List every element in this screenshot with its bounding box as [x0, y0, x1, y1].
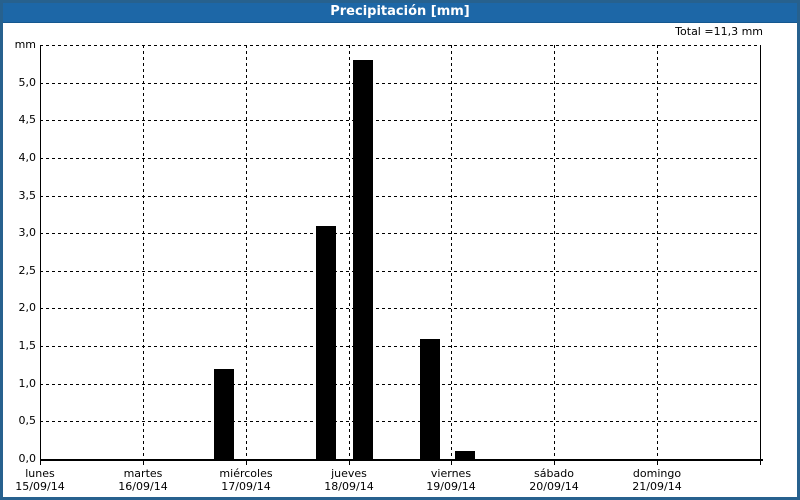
precipitation-bar	[353, 60, 373, 459]
y-tick-label: 4,0	[18, 151, 37, 164]
day-date-label: 17/09/14	[221, 480, 271, 493]
day-label: viernes 19/09/14	[391, 467, 511, 493]
day-weekday-label: domingo	[632, 467, 682, 480]
y-gridline	[40, 83, 760, 84]
x-axis-line	[40, 459, 763, 461]
total-precipitation-label: Total =11,3 mm	[675, 25, 763, 38]
y-tick-label: 3,5	[18, 189, 37, 202]
day-label: martes 16/09/14	[83, 467, 203, 493]
y-gridline	[40, 308, 760, 309]
y-axis-line	[40, 45, 41, 463]
day-label: lunes 15/09/14	[0, 467, 100, 493]
y-gridline	[40, 346, 760, 347]
y-tick-label: 0,5	[18, 414, 37, 427]
y-gridline	[40, 271, 760, 272]
y-tick-label: 2,0	[18, 301, 37, 314]
y-tick-label: 1,0	[18, 377, 37, 390]
y-gridline	[40, 45, 760, 46]
y-gridline	[40, 421, 760, 422]
plot-right-border	[760, 45, 761, 459]
y-gridline	[40, 158, 760, 159]
x-gridline	[246, 45, 247, 459]
day-weekday-label: lunes	[25, 467, 55, 480]
x-tick	[451, 461, 452, 465]
precipitation-bar	[455, 451, 475, 459]
day-label: miércoles 17/09/14	[186, 467, 306, 493]
day-date-label: 15/09/14	[15, 480, 65, 493]
x-tick	[554, 461, 555, 465]
y-tick-label: 4,5	[18, 113, 37, 126]
y-gridline	[40, 120, 760, 121]
x-tick	[657, 461, 658, 465]
x-gridline	[349, 45, 350, 459]
x-tick	[40, 461, 41, 465]
day-date-label: 20/09/14	[529, 480, 579, 493]
x-gridline	[657, 45, 658, 459]
y-tick-label: 2,5	[18, 264, 37, 277]
day-weekday-label: sábado	[534, 467, 574, 480]
day-date-label: 21/09/14	[632, 480, 682, 493]
y-gridline	[40, 196, 760, 197]
day-date-label: 18/09/14	[324, 480, 374, 493]
y-tick-label: 1,5	[18, 339, 37, 352]
day-date-label: 16/09/14	[118, 480, 168, 493]
x-tick	[246, 461, 247, 465]
y-tick-label: 5,0	[18, 76, 37, 89]
y-tick-label: 0,0	[18, 452, 37, 465]
day-label: domingo 21/09/14	[597, 467, 717, 493]
chart-title-bar: Precipitación [mm]	[0, 0, 800, 23]
x-tick	[143, 461, 144, 465]
precipitation-bar	[214, 369, 234, 459]
precipitation-bar	[316, 226, 336, 459]
day-weekday-label: martes	[123, 467, 163, 480]
day-label: sábado 20/09/14	[494, 467, 614, 493]
day-weekday-label: jueves	[331, 467, 367, 480]
y-gridline	[40, 233, 760, 234]
x-tick	[760, 461, 761, 465]
x-gridline	[143, 45, 144, 459]
precipitation-bar	[420, 339, 440, 459]
day-weekday-label: miércoles	[219, 467, 273, 480]
x-gridline	[451, 45, 452, 459]
x-gridline	[554, 45, 555, 459]
day-weekday-label: viernes	[430, 467, 472, 480]
y-gridline	[40, 384, 760, 385]
day-label: jueves 18/09/14	[289, 467, 409, 493]
x-tick	[349, 461, 350, 465]
day-date-label: 19/09/14	[426, 480, 476, 493]
y-axis-unit-label: mm	[14, 38, 36, 51]
y-tick-label: 3,0	[18, 226, 37, 239]
chart-title: Precipitación [mm]	[330, 3, 470, 19]
